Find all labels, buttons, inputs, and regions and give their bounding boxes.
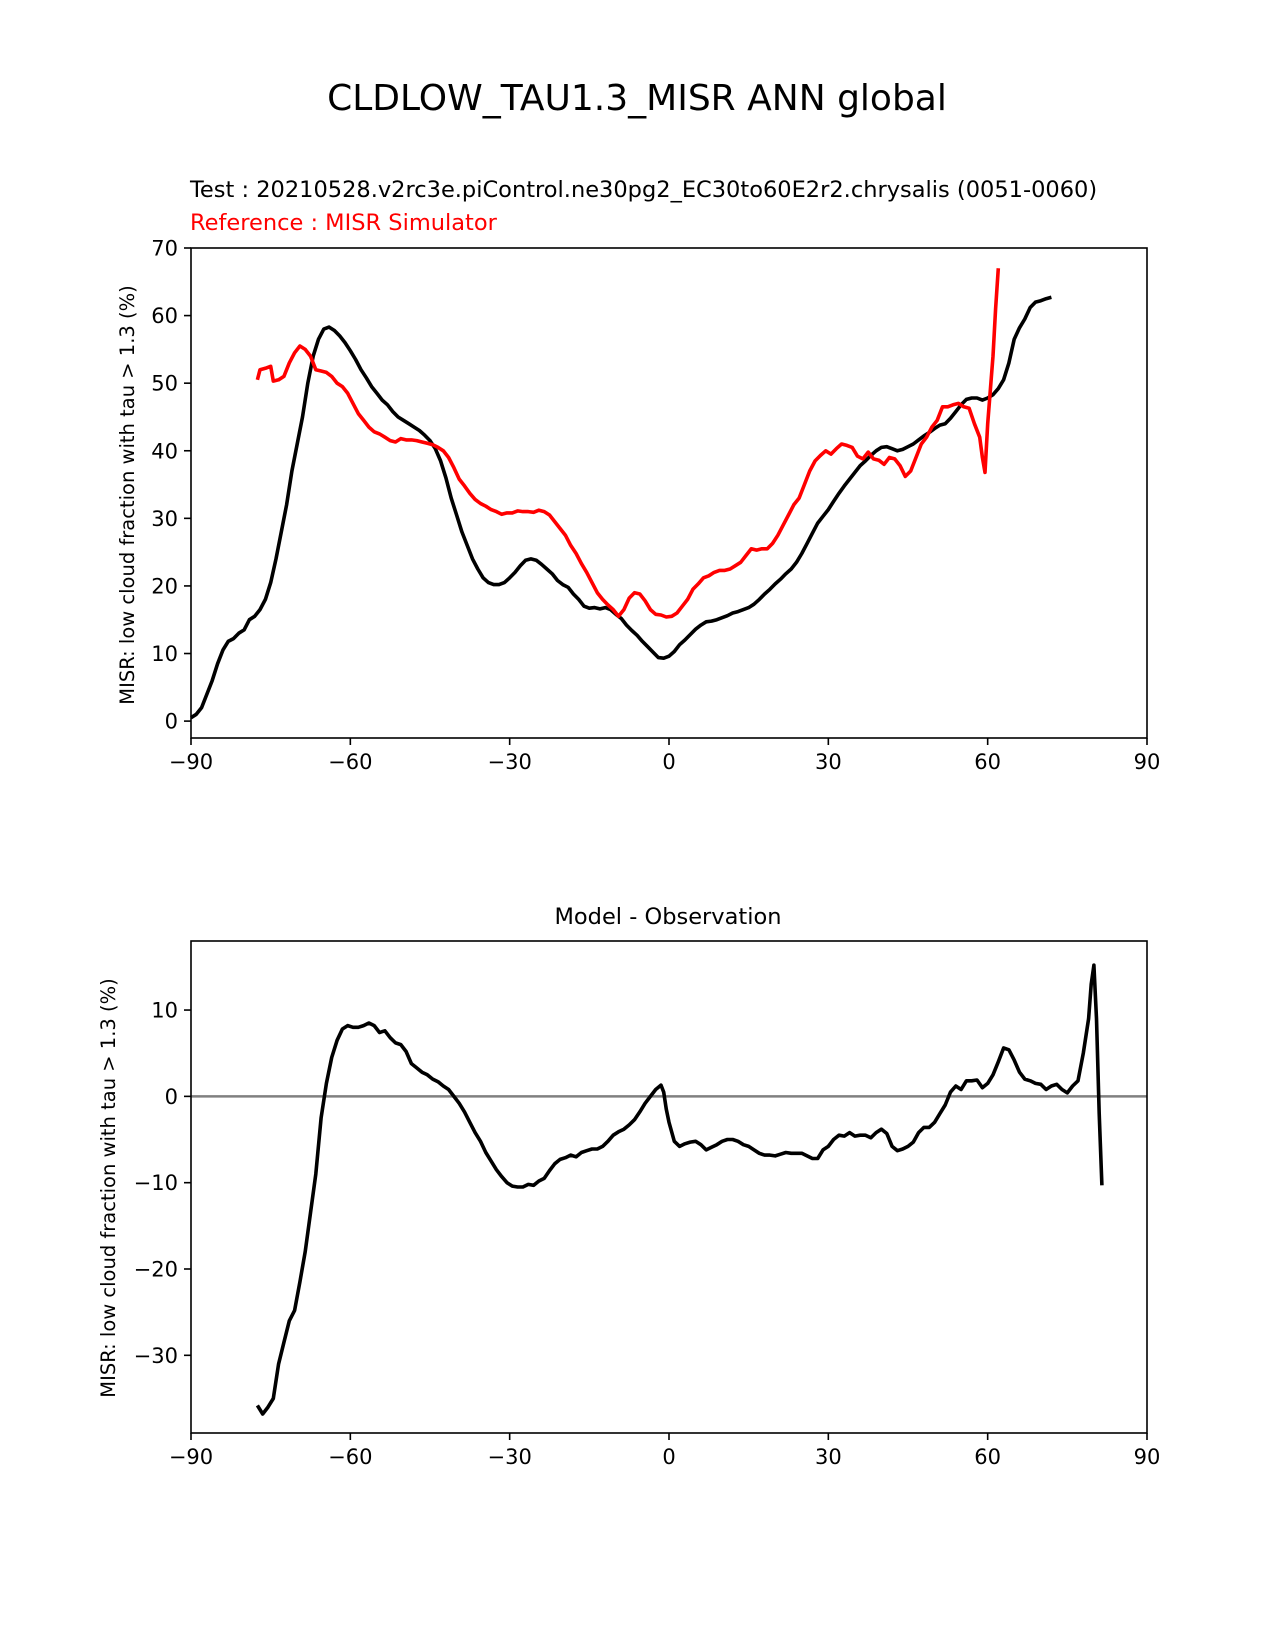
bottom-x-tick-label: −90	[169, 1445, 213, 1469]
top-axes-frame	[190, 247, 1148, 739]
bottom-x-tick-label: 30	[815, 1445, 842, 1469]
top-series-reference	[255, 268, 1001, 619]
top-y-tick-label: 0	[165, 710, 178, 734]
bottom-plot-area: −90 −60 −30 0 30 60 90 −30 −20 −10 0 10	[134, 940, 1161, 1469]
top-x-tick-label: 0	[662, 750, 675, 774]
bottom-title: Model - Observation	[555, 904, 782, 930]
bottom-y-tick-label: −30	[134, 1344, 178, 1368]
top-x-tick-label: −60	[328, 750, 372, 774]
bottom-y-tick-label: −10	[134, 1171, 178, 1195]
top-y-axis-label: MISR: low cloud fraction with tau > 1.3 …	[116, 285, 139, 705]
top-y-tick-label: 40	[151, 439, 178, 463]
top-x-tick-label: 90	[1134, 750, 1161, 774]
bottom-y-tick-label: 10	[151, 999, 178, 1023]
top-y-tick-label: 50	[151, 372, 178, 396]
bottom-x-tick-label: 0	[662, 1445, 675, 1469]
bottom-y-tick-label: 0	[165, 1085, 178, 1109]
top-y-tick-label: 10	[151, 642, 178, 666]
top-title-test: Test : 20210528.v2rc3e.piControl.ne30pg2…	[189, 177, 1097, 203]
top-plot-area: −90 −60 −30 0 30 60 90 0 10 20 30 40 50 60 70	[151, 237, 1160, 775]
top-y-tick-label: 20	[151, 574, 178, 598]
bottom-x-tick-label: 90	[1134, 1445, 1161, 1469]
top-x-tick-label: 30	[815, 750, 842, 774]
top-y-tick-label: 30	[151, 507, 178, 531]
figure-title: CLDLOW_TAU1.3_MISR ANN global	[327, 78, 947, 119]
top-x-tick-label: −30	[488, 750, 532, 774]
top-title-reference: Reference : MISR Simulator	[190, 210, 498, 236]
bottom-x-tick-label: −60	[328, 1445, 372, 1469]
bottom-y-tick-label: −20	[134, 1258, 178, 1282]
bottom-y-axis-label: MISR: low cloud fraction with tau > 1.3 …	[97, 978, 120, 1398]
bottom-series-difference	[255, 963, 1104, 1416]
top-y-tick-label: 70	[151, 237, 178, 261]
bottom-x-tick-label: 60	[974, 1445, 1001, 1469]
bottom-panel: Model - Observation MISR: low cloud frac…	[97, 904, 1160, 1469]
top-series-test	[190, 295, 1052, 720]
top-x-tick-label: 60	[974, 750, 1001, 774]
bottom-axes-frame	[190, 940, 1148, 1434]
top-panel: Test : 20210528.v2rc3e.piControl.ne30pg2…	[116, 177, 1160, 774]
top-x-tick-label: −90	[169, 750, 213, 774]
top-y-tick-label: 60	[151, 304, 178, 328]
bottom-x-tick-label: −30	[488, 1445, 532, 1469]
